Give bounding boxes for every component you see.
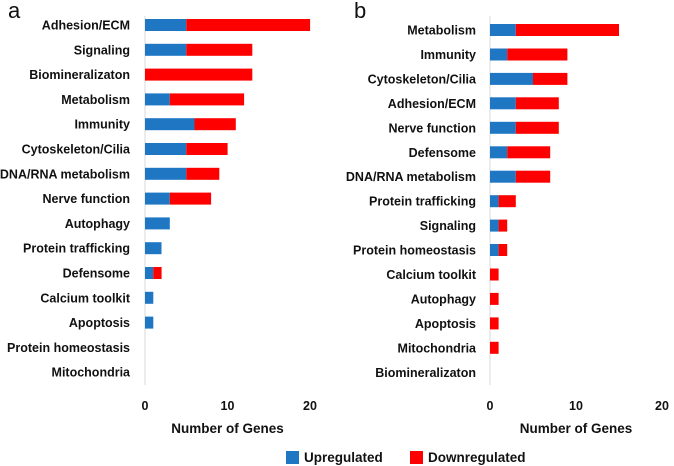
bar-downregulated xyxy=(145,68,253,81)
category-label: DNA/RNA metabolism xyxy=(346,170,476,184)
bar-upregulated xyxy=(145,43,187,56)
category-label: Calcium toolkit xyxy=(40,291,130,305)
legend-label-upregulated: Upregulated xyxy=(304,450,383,465)
bar-downregulated xyxy=(169,93,245,106)
category-label: Autophagy xyxy=(65,217,130,231)
legend-swatch-upregulated xyxy=(286,451,299,464)
bar-upregulated xyxy=(145,242,162,255)
x-tick-label: 0 xyxy=(142,399,149,413)
x-tick-label: 10 xyxy=(221,399,235,413)
bar-downregulated xyxy=(507,48,568,61)
bar-upregulated xyxy=(490,24,516,36)
bar-upregulated xyxy=(145,19,187,31)
x-tick-label: 20 xyxy=(655,399,669,413)
bar-upregulated xyxy=(490,121,516,134)
x-axis-title: Number of Genes xyxy=(520,421,633,436)
category-label: Defensome xyxy=(409,146,476,160)
bar-downregulated xyxy=(515,24,619,36)
category-label: Adhesion/ECM xyxy=(42,19,130,33)
panel-letter-b: b xyxy=(354,0,366,23)
category-label: Apoptosis xyxy=(415,317,476,331)
bar-downregulated xyxy=(186,43,253,56)
bar-downregulated xyxy=(498,195,516,208)
bar-upregulated xyxy=(145,93,170,106)
bar-downregulated xyxy=(515,97,559,110)
bar-downregulated xyxy=(490,317,499,330)
category-label: Nerve function xyxy=(42,192,130,206)
bar-downregulated xyxy=(153,267,162,279)
panel-b-chart: b Metabolism Immunity Cytoskeleton/Cilia Adh… xyxy=(346,0,669,436)
category-label: Protein homeostasis xyxy=(7,341,130,355)
bar-upregulated xyxy=(490,170,516,183)
x-tick-label: 10 xyxy=(569,399,583,413)
x-tick-label: 20 xyxy=(303,399,317,413)
bar-downregulated xyxy=(490,341,499,354)
bar-upregulated xyxy=(145,192,170,205)
category-label: Apoptosis xyxy=(69,316,130,330)
bar-downregulated xyxy=(515,121,559,134)
bar-downregulated xyxy=(507,146,551,159)
category-label: Protein trafficking xyxy=(23,242,130,256)
bar-upregulated xyxy=(490,195,499,208)
category-label: Calcium toolkit xyxy=(386,268,476,282)
category-label: Biomineralizaton xyxy=(29,68,130,82)
bar-downregulated xyxy=(490,292,499,305)
category-label: Nerve function xyxy=(388,121,476,135)
category-label: Immunity xyxy=(420,48,476,62)
bar-downregulated xyxy=(515,170,551,183)
category-label: Metabolism xyxy=(61,93,130,107)
bar-downregulated xyxy=(186,19,311,31)
category-label: Defensome xyxy=(63,267,130,281)
bar-upregulated xyxy=(490,219,499,232)
bar-upregulated xyxy=(145,217,170,230)
category-label: Autophagy xyxy=(411,292,476,306)
panel-a-chart: a Adhesion/ECM Signaling Biomineralizaton Me… xyxy=(0,0,317,436)
category-label: Adhesion/ECM xyxy=(388,97,476,111)
bar-downregulated xyxy=(498,219,508,232)
bar-downregulated xyxy=(194,118,236,131)
x-tick-label: 0 xyxy=(487,399,494,413)
bar-downregulated xyxy=(186,167,220,180)
category-label: Protein homeostasis xyxy=(353,244,476,258)
bar-downregulated xyxy=(186,143,228,155)
legend-swatch-downregulated xyxy=(410,451,423,464)
bar-upregulated xyxy=(490,146,508,159)
bar-upregulated xyxy=(145,316,154,329)
bar-upregulated xyxy=(490,97,516,110)
category-label: Mitochondria xyxy=(398,341,478,355)
bar-upregulated xyxy=(490,72,533,85)
category-label: Mitochondria xyxy=(52,366,132,380)
bar-downregulated xyxy=(490,268,499,281)
legend-label-downregulated: Downregulated xyxy=(428,450,526,465)
category-label: Immunity xyxy=(74,118,130,132)
x-axis-title: Number of Genes xyxy=(171,421,284,436)
bar-upregulated xyxy=(145,143,187,155)
legend: Upregulated Downregulated xyxy=(286,450,526,465)
bar-downregulated xyxy=(533,72,568,85)
category-label: Biomineralizaton xyxy=(375,366,476,380)
bar-upregulated xyxy=(145,291,154,304)
category-label: Signaling xyxy=(420,219,476,233)
category-label: Cytoskeleton/Cilia xyxy=(22,143,131,157)
bar-upregulated xyxy=(490,244,499,256)
category-label: Cytoskeleton/Cilia xyxy=(368,72,477,86)
category-label: DNA/RNA metabolism xyxy=(0,167,130,181)
bar-downregulated xyxy=(498,244,508,256)
bar-downregulated xyxy=(169,192,212,205)
panel-letter-a: a xyxy=(8,0,21,23)
category-label: Metabolism xyxy=(407,24,476,38)
category-label: Signaling xyxy=(74,43,130,57)
category-label: Protein trafficking xyxy=(369,195,476,209)
bar-upregulated xyxy=(145,167,187,180)
bar-upregulated xyxy=(145,118,195,131)
bar-upregulated xyxy=(490,48,508,61)
bar-upregulated xyxy=(145,267,154,279)
